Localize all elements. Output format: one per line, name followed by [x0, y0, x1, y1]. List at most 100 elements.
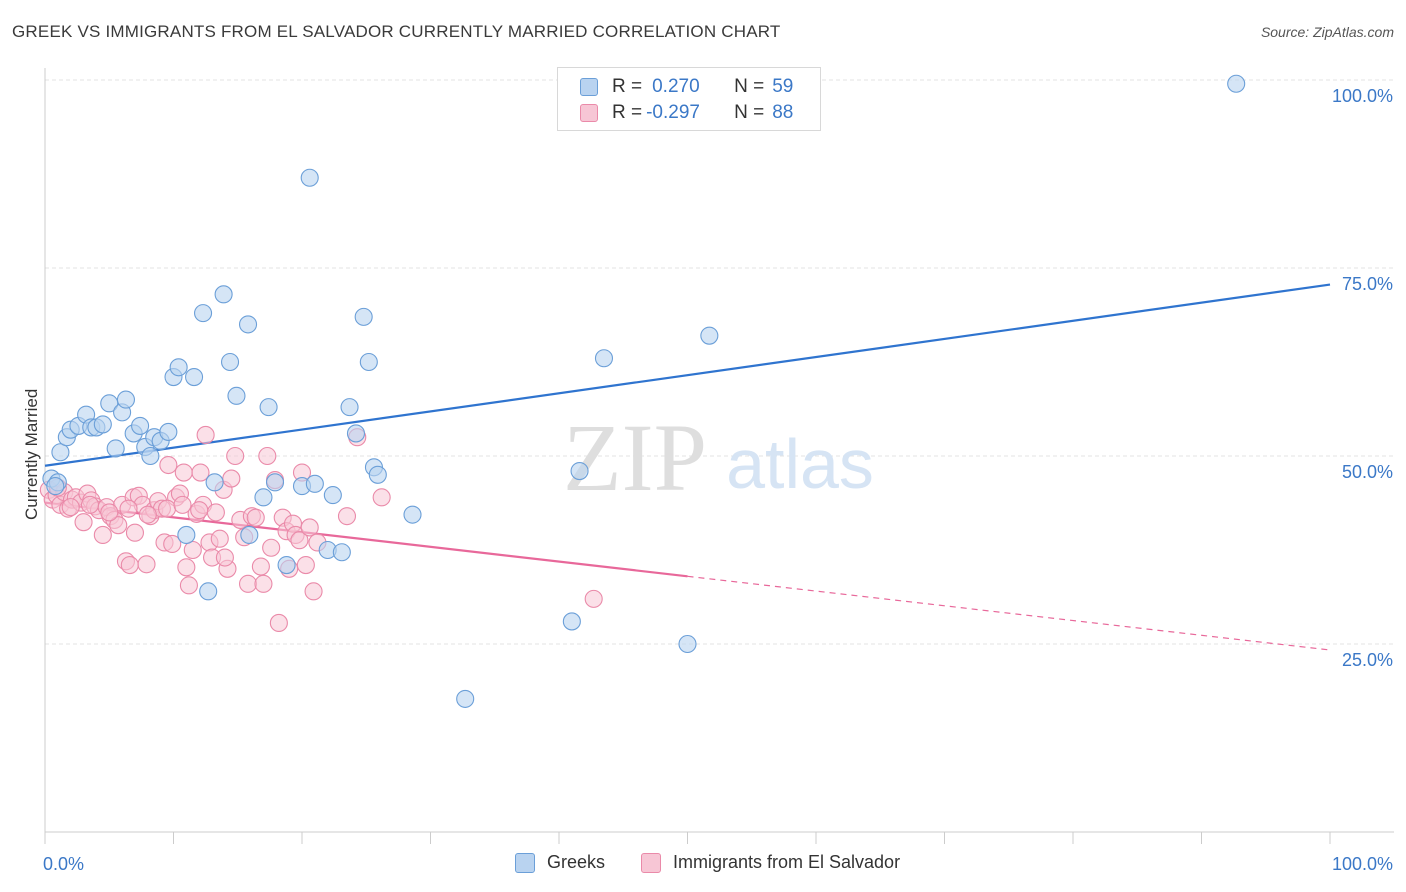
data-point-greeks — [340, 398, 359, 417]
data-point-el-salvador — [93, 525, 112, 545]
legend-label-el-salvador: Immigrants from El Salvador — [673, 852, 901, 872]
trendline-el-salvador-extension — [687, 575, 1331, 651]
data-point-greeks — [240, 525, 259, 545]
data-point-greeks — [368, 465, 387, 484]
legend-swatch-el-salvador — [641, 852, 661, 873]
data-point-el-salvador — [183, 540, 202, 560]
legend-n-value: 59 — [772, 76, 794, 97]
data-point-el-salvador — [215, 548, 234, 567]
data-point-greeks — [185, 367, 204, 387]
series-greeks-points — [42, 70, 1246, 708]
legend-r-label: R = — [612, 102, 643, 123]
data-point-el-salvador — [222, 469, 241, 488]
data-point-el-salvador — [238, 574, 258, 593]
data-point-greeks — [562, 612, 581, 631]
legend-item-greeks: Greeks — [515, 852, 605, 873]
data-point-el-salvador — [191, 463, 210, 482]
data-point-el-salvador — [190, 501, 209, 520]
data-point-el-salvador — [269, 613, 288, 632]
data-point-el-salvador — [138, 505, 157, 524]
data-point-greeks — [277, 555, 296, 575]
legend-r-value: -0.297 — [646, 102, 700, 123]
data-point-el-salvador — [262, 538, 281, 557]
data-point-greeks — [199, 582, 218, 601]
data-point-el-salvador — [337, 507, 357, 526]
data-point-greeks — [51, 443, 70, 462]
legend-item-el-salvador: Immigrants from El Salvador — [641, 852, 900, 873]
data-point-greeks — [354, 307, 373, 326]
y-tick-label: 100.0% — [1332, 86, 1393, 106]
data-point-el-salvador — [158, 499, 177, 518]
data-point-greeks — [332, 543, 351, 562]
gridlines — [45, 79, 1394, 645]
x-tick-label: 100.0% — [1332, 854, 1393, 874]
data-point-greeks — [305, 474, 324, 493]
data-point-greeks — [359, 352, 378, 372]
series-legend: Greeks Immigrants from El Salvador — [0, 852, 1406, 878]
data-point-el-salvador — [109, 516, 128, 535]
legend-swatch-greeks — [515, 852, 535, 873]
data-point-greeks — [346, 424, 366, 443]
data-point-el-salvador — [206, 503, 225, 522]
data-point-greeks — [106, 439, 125, 458]
data-point-greeks — [570, 461, 589, 481]
data-point-greeks — [259, 398, 278, 417]
data-point-greeks — [323, 486, 342, 505]
data-point-el-salvador — [125, 523, 144, 542]
legend-n-label: N = — [734, 76, 765, 97]
source-label: Source: ZipAtlas.com — [1260, 24, 1394, 40]
y-tick-label: 50.0% — [1342, 462, 1393, 482]
legend-swatch-greeks — [580, 78, 598, 96]
data-point-greeks — [678, 634, 697, 654]
legend-n-label: N = — [734, 102, 765, 123]
data-point-greeks — [1227, 74, 1246, 93]
data-point-greeks — [403, 505, 422, 524]
data-point-el-salvador — [304, 582, 323, 601]
data-point-el-salvador — [163, 534, 182, 554]
data-point-el-salvador — [119, 499, 138, 518]
data-point-greeks — [700, 326, 719, 345]
data-point-greeks — [159, 422, 178, 441]
data-point-el-salvador — [177, 558, 196, 577]
data-point-el-salvador — [100, 503, 119, 522]
data-point-greeks — [194, 304, 213, 323]
data-point-el-salvador — [210, 529, 229, 548]
data-point-el-salvador — [80, 495, 100, 514]
data-point-greeks — [227, 386, 246, 405]
data-point-greeks — [265, 473, 285, 492]
data-point-el-salvador — [296, 555, 315, 575]
data-point-el-salvador — [173, 495, 192, 514]
data-point-greeks — [456, 689, 475, 708]
legend-n-value: 88 — [772, 102, 794, 123]
data-point-greeks — [93, 415, 112, 434]
tick-labels: 25.0% 50.0% 75.0% 100.0% 0.0% 100.0% — [43, 86, 1393, 874]
data-point-greeks — [594, 349, 614, 368]
data-point-el-salvador — [120, 555, 139, 575]
data-point-el-salvador — [584, 589, 603, 608]
legend-row-greeks: R = 0.270 N = 59 — [580, 74, 793, 100]
data-point-greeks — [254, 488, 273, 507]
data-point-greeks — [177, 525, 196, 545]
legend-r-value: 0.270 — [652, 76, 700, 97]
data-point-el-salvador — [300, 518, 319, 537]
watermark-zip: ZIP — [563, 404, 707, 511]
data-point-greeks — [205, 473, 224, 492]
y-tick-label: 25.0% — [1342, 650, 1393, 670]
data-point-greeks — [214, 285, 233, 304]
data-point-el-salvador — [251, 557, 270, 576]
data-point-el-salvador — [137, 555, 156, 574]
data-point-el-salvador — [61, 498, 80, 517]
data-point-el-salvador — [226, 446, 245, 466]
data-point-el-salvador — [290, 531, 309, 550]
x-tick-label: 0.0% — [43, 854, 84, 874]
data-point-el-salvador — [74, 513, 93, 532]
legend-r-label: R = — [612, 76, 643, 97]
data-point-el-salvador — [196, 425, 215, 444]
y-tick-label: 75.0% — [1342, 274, 1393, 294]
data-point-greeks — [220, 352, 240, 372]
data-point-greeks — [141, 446, 160, 466]
chart-title: GREEK VS IMMIGRANTS FROM EL SALVADOR CUR… — [12, 22, 781, 41]
trendline-greeks — [44, 283, 1331, 467]
legend-label-greeks: Greeks — [547, 852, 606, 872]
correlation-legend: R = 0.270 N = 59 R = -0.297 N = 88 — [557, 67, 821, 131]
